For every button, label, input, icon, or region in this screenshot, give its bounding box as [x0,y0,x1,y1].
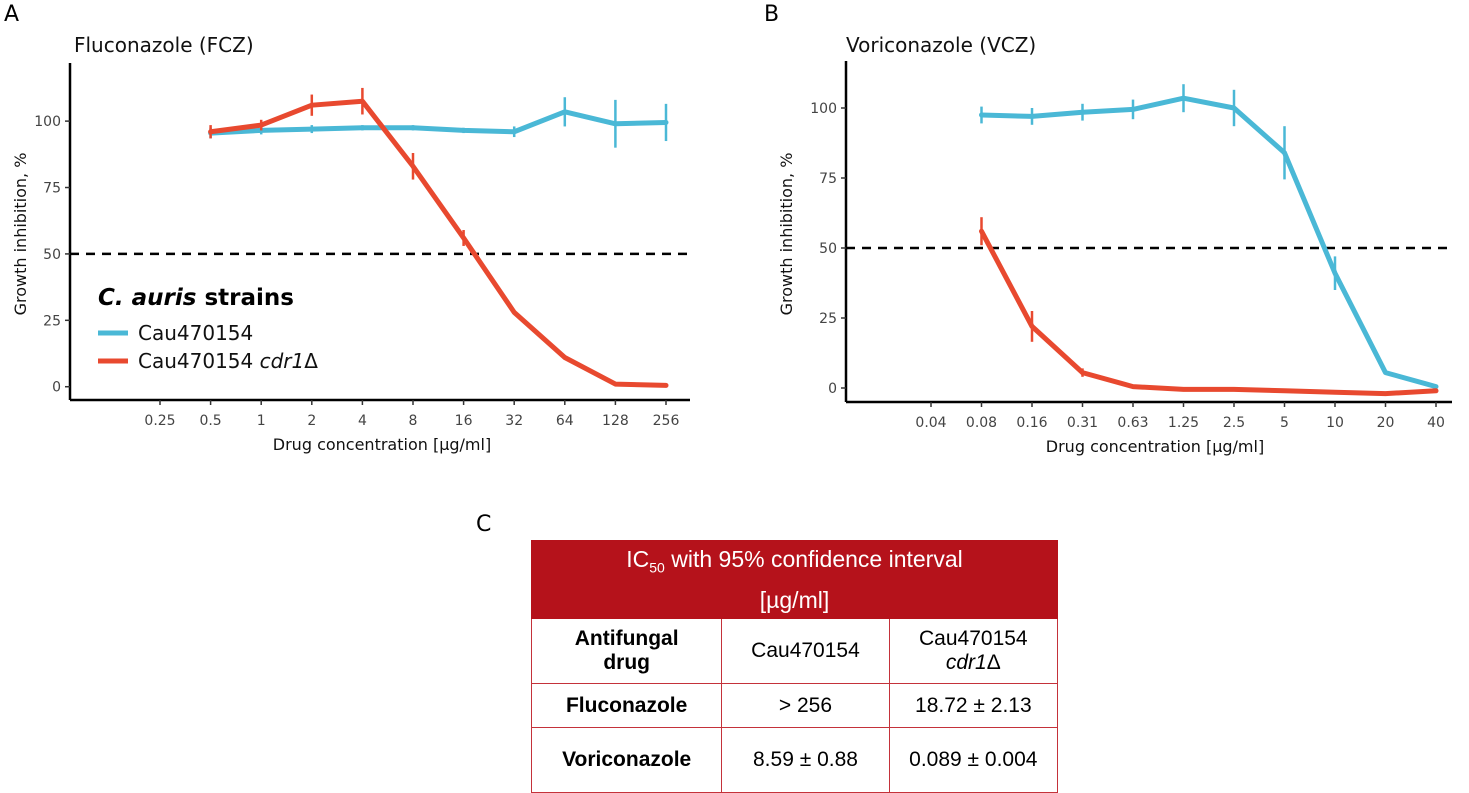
cell-voriconazole-cdr1: 0.089 ± 0.004 [888,727,1059,793]
y-tick-label: 100 [810,101,837,117]
x-tick-label: 16 [455,413,473,429]
chart-voriconazole: Voriconazole (VCZ) 0 25 50 75 100 0.04 0.08 0.16… [777,33,1452,456]
y-tick-label: 0 [828,381,837,397]
ic50-table: IC50 with 95% confidence interval [µg/ml… [530,540,1059,793]
col2-label: Cau470154 [751,639,860,662]
ic50-table-header: IC50 with 95% confidence interval [µg/ml… [531,540,1058,619]
panel-label-b: B [764,2,780,27]
x-tick-label: 2.5 [1223,415,1245,431]
y-tick-label: 25 [819,311,837,327]
col1-line1: Antifungal [574,627,679,650]
series-line-0 [208,109,669,136]
legend-entry-name: Cau470154 [138,321,253,345]
legend-entry: Cau470154 cdr1Δ [138,349,318,373]
ic50-header-sub: 50 [649,559,665,576]
ic50-header-rest: with 95% confidence interval [664,546,963,573]
y-tick-label: 0 [52,380,61,396]
x-tick-label: 4 [358,413,367,429]
cell-fluconazole-cau470154: > 256 [721,683,890,728]
x-tick-label: 256 [653,413,680,429]
x-tick-label: 64 [556,413,574,429]
legend-title-italic: C. auris [98,285,196,311]
col3-suffix: Δ [986,651,1001,674]
panel-label-c: C [476,512,492,537]
y-axis-label: Growth inhibition, % [777,153,796,316]
x-tick-label: 5 [1280,415,1289,431]
x-tick-label: 0.5 [199,413,221,429]
x-axis-label: Drug concentration [µg/ml] [1046,437,1264,456]
y-tick-label: 100 [34,114,61,130]
table-row: Fluconazole > 256 18.72 ± 2.13 [530,683,1059,728]
col3-line1: Cau470154 [919,627,1028,650]
series-line-0 [979,95,1439,390]
legend-entry-name: Cau470154 [138,349,260,373]
x-tick-label: 1 [257,413,266,429]
legend-entry: Cau470154 [138,321,253,345]
x-tick-label: 2 [307,413,316,429]
ic50-header-unit: [µg/ml] [759,586,830,613]
col3-italic: cdr1 [945,651,987,674]
x-tick-label: 0.63 [1117,415,1148,431]
x-tick-label: 128 [602,413,629,429]
y-tick-label: 75 [43,181,61,197]
panel-label-a: A [4,2,20,27]
cell-voriconazole-cau470154: 8.59 ± 0.88 [721,727,890,793]
x-tick-label: 8 [409,413,418,429]
cell-fluconazole-cdr1: 18.72 ± 2.13 [888,683,1059,728]
col1-line2: drug [603,651,650,674]
row-drug-fluconazole: Fluconazole [530,683,723,728]
legend-entry-italic: cdr1 [260,349,305,373]
y-tick-label: 50 [43,247,61,263]
chart-fluconazole: Fluconazole (FCZ) 0 25 50 75 100 0.25 0.5 1 2 4 8 16… [11,33,690,454]
legend-title: C. auris strains [98,285,294,311]
series-line-1 [208,98,669,388]
x-tick-label: 0.31 [1067,415,1098,431]
chart-title: Fluconazole (FCZ) [74,33,254,57]
x-axis-label: Drug concentration [µg/ml] [273,435,491,454]
y-tick-label: 75 [819,171,837,187]
y-tick-label: 25 [43,313,61,329]
x-tick-label: 1.25 [1168,415,1199,431]
x-tick-label: 0.16 [1016,415,1047,431]
legend-title-rest: strains [196,285,294,311]
x-tick-label: 10 [1326,415,1344,431]
x-tick-label: 32 [505,413,523,429]
col-header-antifungal-drug: Antifungal drug [530,618,723,684]
col-header-cau470154-cdr1: Cau470154 cdr1Δ [888,618,1059,684]
y-axis-label: Growth inhibition, % [11,153,30,316]
x-tick-label: 0.08 [966,415,997,431]
x-tick-label: 0.04 [915,415,946,431]
x-tick-label: 20 [1377,415,1395,431]
x-tick-label: 0.25 [144,413,175,429]
col-header-cau470154: Cau470154 [721,618,890,684]
y-tick-label: 50 [819,241,837,257]
row-drug-voriconazole: Voriconazole [530,727,723,793]
ic50-header-prefix: IC [626,546,650,573]
legend-entry-suffix: Δ [304,349,318,373]
table-row: Voriconazole 8.59 ± 0.88 0.089 ± 0.004 [530,727,1059,793]
x-tick-label: 40 [1427,415,1445,431]
series-line-1 [979,228,1439,397]
chart-title: Voriconazole (VCZ) [846,33,1036,57]
